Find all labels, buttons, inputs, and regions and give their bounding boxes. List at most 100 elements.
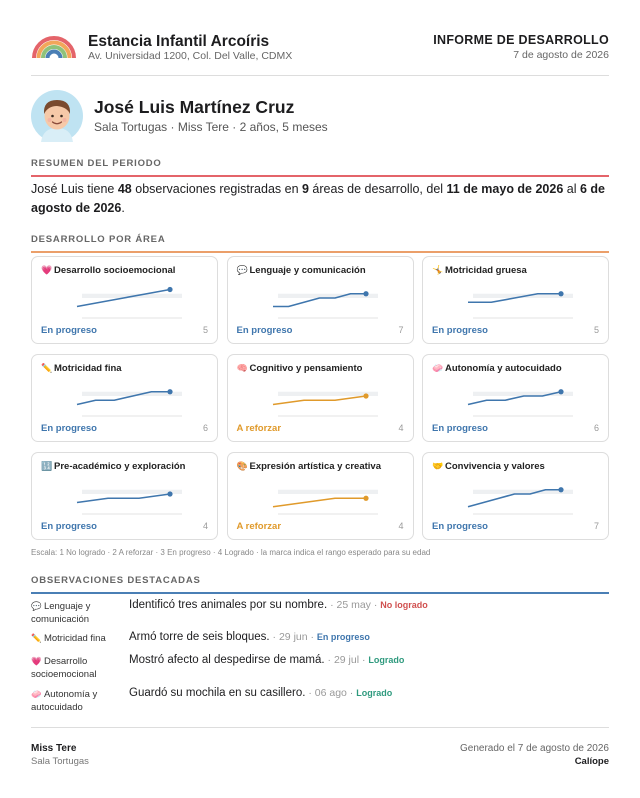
speech-bubble-icon: 💬: [31, 601, 44, 611]
area-trend-chart: [76, 489, 182, 515]
area-card-label: Pre-académico y exploración: [54, 461, 186, 472]
observation-area-label: Autonomía y autocuidado: [31, 689, 98, 713]
footer-generated: Generado el 7 de agosto de 2026: [459, 743, 609, 754]
numbers-icon: 🔢: [41, 461, 53, 471]
report-title: INFORME DE DESARROLLO: [433, 33, 609, 47]
soap-icon: 🧼: [31, 689, 44, 699]
period-start: 11 de mayo de 2026: [446, 182, 564, 196]
area-trend-chart: [468, 291, 573, 319]
observation-area-label: Motricidad fina: [43, 633, 106, 644]
area-trend-chart: [272, 391, 378, 417]
area-card-title: ✏️ Motricidad fina: [41, 363, 122, 374]
footer-brand: Calíope: [574, 756, 609, 767]
expected-range-band: [277, 391, 378, 396]
expected-range-band: [473, 489, 573, 494]
observation-text: Mostró afecto al despedirse de mamá. · 2…: [129, 654, 405, 666]
area-status: A reforzar: [236, 423, 282, 434]
area-status: En progreso: [236, 325, 293, 336]
expected-range-band: [473, 391, 573, 396]
observation-area: 🧼 Autonomía y autocuidado: [31, 688, 123, 714]
area-trend-chart: [76, 286, 182, 319]
area-card-label: Cognitivo y pensamiento: [249, 363, 363, 374]
area-card-title: 💬 Lenguaje y comunicación: [237, 265, 366, 276]
report-date: 7 de agosto de 2026: [513, 49, 609, 61]
area-card: 🎨 Expresión artística y creativa A reforza…: [226, 452, 414, 540]
area-trend-chart: [76, 389, 182, 417]
area-card-label: Autonomía y autocuidado: [445, 363, 562, 374]
area-status: En progreso: [41, 325, 97, 336]
area-status: En progreso: [432, 423, 488, 434]
child-meta: Sala Tortugas · Miss Tere · 2 años, 5 me…: [94, 120, 328, 134]
observation-description: Armó torre de seis bloques.: [129, 631, 270, 643]
latest-point: [362, 291, 369, 297]
expected-range-band: [82, 391, 182, 396]
area-card-title: 🤸 Motricidad gruesa: [432, 265, 527, 276]
latest-point: [167, 389, 173, 395]
latest-point: [558, 291, 564, 297]
area-card: 🤝 Convivencia y valores En progreso 7: [422, 452, 609, 540]
handshake-icon: 🤝: [432, 461, 444, 471]
area-status: En progreso: [432, 521, 488, 532]
observation-count-badge: 6: [202, 423, 208, 433]
area-card: 🔢 Pre-académico y exploración En progreso 4: [31, 452, 218, 540]
observation-area-label: Lenguaje y comunicación: [31, 601, 91, 625]
latest-point: [167, 286, 173, 293]
observation-description: Mostró afecto al despedirse de mamá.: [129, 654, 325, 666]
expected-range-band: [277, 489, 378, 494]
observation-count-badge: 5: [202, 325, 208, 335]
observation-status: No logrado: [380, 600, 428, 610]
trend-line: [467, 488, 561, 508]
heart-icon: 💗: [41, 265, 53, 275]
observation-area: ✏️ Motricidad fina: [31, 632, 123, 645]
observation-count-badge: 5: [593, 325, 599, 335]
area-trend-chart: [272, 291, 378, 319]
school-name: Estancia Infantil Arcoíris: [88, 33, 270, 50]
area-card: 💗 Desarrollo socioemocional En progreso 5: [31, 256, 218, 344]
area-card-title: 🤝 Convivencia y valores: [432, 461, 545, 472]
observation-text: Armó torre de seis bloques. · 29 jun · E…: [129, 631, 370, 643]
observation-description: Guardó su mochila en su casillero.: [129, 687, 306, 699]
observation-status: Logrado: [368, 655, 405, 665]
observation-count-badge: 4: [202, 521, 208, 531]
brain-icon: 🧠: [236, 363, 248, 373]
area-card: 🧠 Cognitivo y pensamiento A reforzar 4: [226, 354, 414, 442]
pencil-icon: ✏️: [41, 363, 53, 373]
section-title-observations: OBSERVACIONES DESTACADAS: [31, 575, 609, 594]
trend-line: [76, 493, 171, 504]
observation-date: 29 jun: [278, 631, 308, 643]
area-status: En progreso: [41, 423, 97, 434]
trend-line: [76, 390, 170, 406]
pencil-icon: ✏️: [31, 633, 44, 643]
observation-area: 💬 Lenguaje y comunicación: [31, 600, 123, 626]
observation-area-label: Desarrollo socioemocional: [31, 656, 97, 680]
trend-line: [272, 497, 366, 508]
report-footer: Miss Tere Sala Tortugas Generado el 7 de…: [31, 727, 609, 777]
area-card-label: Motricidad gruesa: [445, 265, 527, 276]
observation-description: Identificó tres animales por su nombre.: [129, 599, 328, 611]
trend-line: [467, 390, 562, 406]
observation-date: 06 ago: [314, 687, 347, 699]
latest-point: [558, 389, 564, 395]
observation-count-badge: 4: [398, 521, 404, 531]
observation-count: 48: [117, 182, 132, 196]
footer-teacher: Miss Tere: [31, 743, 77, 754]
summary-text: José Luis tiene 48 observaciones registr…: [31, 182, 605, 215]
area-status: En progreso: [432, 325, 488, 336]
area-card-title: 💗 Desarrollo socioemocional: [41, 265, 175, 276]
report-header: Estancia Infantil Arcoíris Av. Universid…: [31, 32, 609, 76]
observation-date: 29 jul: [333, 654, 360, 666]
observation-count-badge: 6: [593, 423, 599, 433]
area-card: 🤸 Motricidad gruesa En progreso 5: [422, 256, 609, 344]
trend-line: [76, 288, 171, 308]
observation-count-badge: 7: [398, 325, 404, 335]
area-count: 9: [302, 182, 309, 196]
area-card-label: Convivencia y valores: [445, 461, 545, 472]
child-avatar: [31, 90, 83, 142]
expected-range-band: [277, 293, 378, 298]
trend-line: [272, 395, 366, 406]
area-card: 🧼 Autonomía y autocuidado En progreso 6: [422, 354, 609, 442]
observation-status: Logrado: [356, 688, 393, 698]
area-trend-chart: [467, 487, 573, 515]
heart-icon: 💗: [31, 656, 44, 666]
area-card-title: 🧠 Cognitivo y pensamiento: [237, 363, 363, 374]
